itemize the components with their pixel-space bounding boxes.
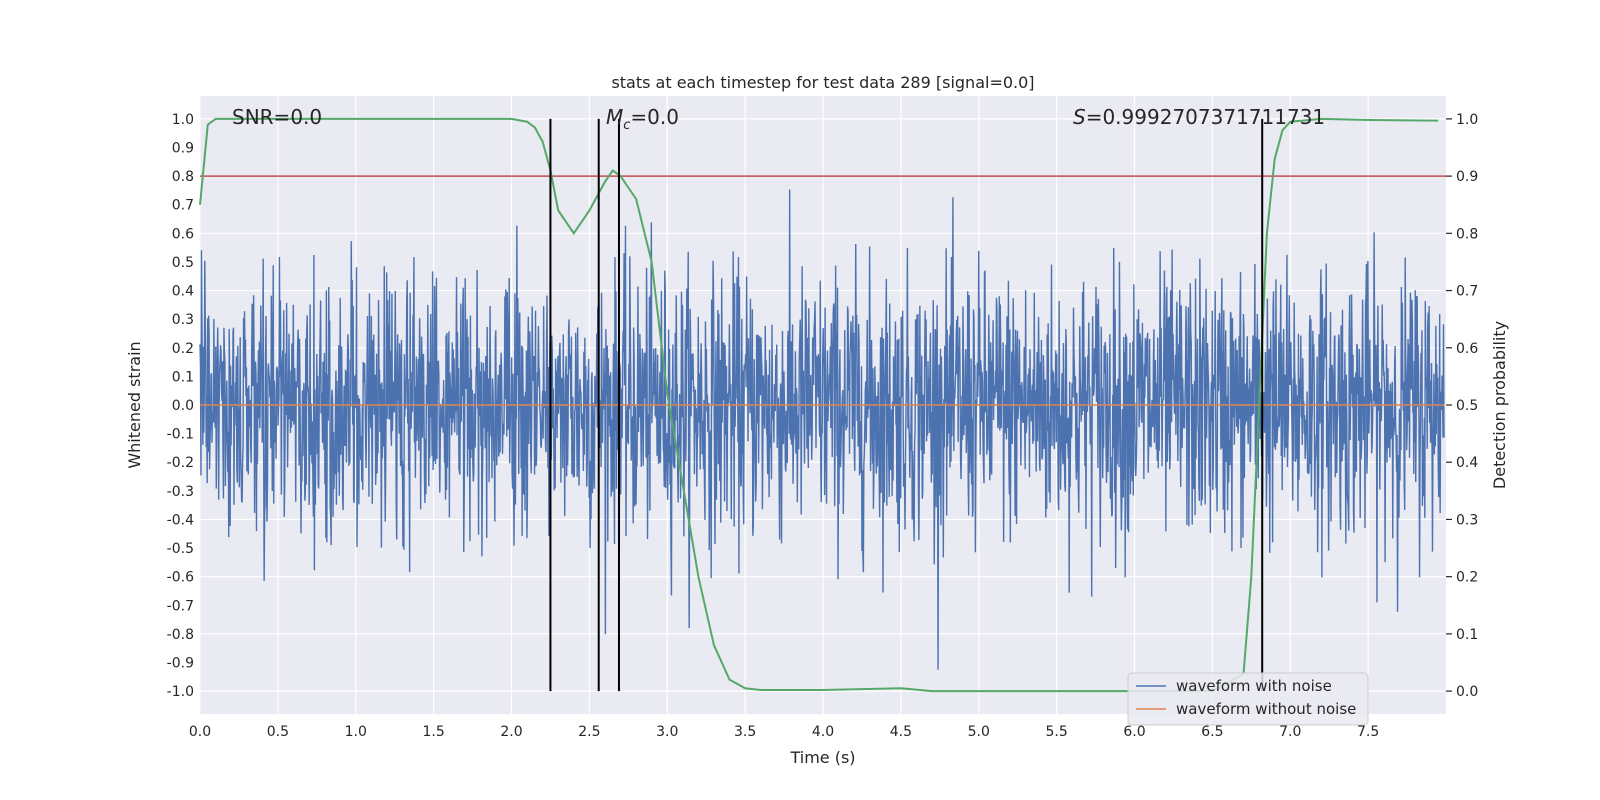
legend-clean-label: waveform without noise — [1176, 700, 1356, 718]
x-tick-label: 2.0 — [500, 724, 522, 740]
legend-box — [1127, 672, 1369, 726]
left-y-tick-label: -0.6 — [167, 570, 194, 586]
vertical-markers — [549, 118, 1264, 692]
left-y-tick-label: 1.0 — [172, 112, 194, 128]
x-tick-label: 0.0 — [189, 724, 211, 740]
x-tick-label: 4.5 — [890, 724, 912, 740]
x-axis-ticks: 0.0 0.5 1.0 1.5 2.0 2.5 3.0 3.5 4.0 4.5 5.0 5.5 6.0 6… — [189, 724, 1379, 740]
x-tick-label: 6.5 — [1201, 724, 1223, 740]
left-y-tick-label: -0.5 — [167, 541, 194, 557]
left-y-tick-label: 0.6 — [172, 226, 194, 242]
left-y-axis-ticks: 1.0 0.9 0.8 0.7 0.6 0.5 0.4 0.3 0.2 0.1 0.0 -0.1 -0.… — [167, 112, 194, 700]
right-y-axis-ticks: 1.0 0.9 0.8 0.7 0.6 0.5 0.4 0.3 0.2 0.1 0.0 — [1446, 112, 1478, 700]
left-y-tick-label: 0.9 — [172, 141, 194, 157]
left-y-tick-label: 0.2 — [172, 341, 194, 357]
x-tick-label: 1.0 — [345, 724, 367, 740]
x-tick-label: 3.0 — [656, 724, 678, 740]
legend-noise-label: waveform with noise — [1176, 677, 1332, 695]
left-y-tick-label: -0.7 — [167, 598, 194, 614]
left-y-tick-label: -0.1 — [167, 427, 194, 443]
x-tick-label: 6.0 — [1123, 724, 1145, 740]
left-y-tick-label: 0.8 — [172, 169, 194, 185]
right-y-tick-label: 1.0 — [1456, 112, 1478, 128]
left-y-tick-label: 0.7 — [172, 198, 194, 214]
score-annotation: S=0.9992707371711731 — [1073, 105, 1325, 129]
right-y-tick-label: 0.7 — [1456, 284, 1478, 300]
left-y-tick-label: -0.3 — [167, 484, 194, 500]
left-y-tick-label: -0.2 — [167, 455, 194, 471]
x-tick-label: 1.5 — [422, 724, 444, 740]
left-y-tick-label: 0.0 — [172, 398, 194, 414]
right-y-tick-label: 0.1 — [1456, 627, 1478, 643]
x-tick-label: 7.0 — [1279, 724, 1301, 740]
x-tick-label: 0.5 — [267, 724, 289, 740]
left-y-axis-label: Whitened strain — [125, 341, 144, 468]
right-y-tick-label: 0.9 — [1456, 169, 1478, 185]
left-y-tick-label: -0.9 — [167, 656, 194, 672]
x-tick-label: 2.5 — [578, 724, 600, 740]
right-y-axis-label: Detection probability — [1490, 321, 1509, 489]
probability-line — [199, 117, 1439, 693]
x-axis-label: Time (s) — [789, 748, 855, 767]
left-y-tick-label: 0.5 — [172, 255, 194, 271]
x-tick-label: 7.5 — [1357, 724, 1379, 740]
chart-title: stats at each timestep for test data 289… — [611, 73, 1034, 92]
legend: waveform with noise waveform without noi… — [1127, 672, 1369, 726]
right-y-tick-label: 0.8 — [1456, 226, 1478, 242]
x-tick-label: 5.0 — [968, 724, 990, 740]
left-y-tick-label: -0.4 — [167, 512, 194, 528]
noise-waveform-line — [199, 189, 1445, 670]
right-y-tick-label: 0.2 — [1456, 570, 1478, 586]
right-y-tick-label: 0.3 — [1456, 512, 1478, 528]
noise-waveform-series — [199, 189, 1445, 670]
right-y-tick-label: 0.4 — [1456, 455, 1478, 471]
left-y-tick-label: 0.4 — [172, 284, 194, 300]
right-y-tick-label: 0.0 — [1456, 684, 1478, 700]
x-tick-label: 4.0 — [812, 724, 834, 740]
chirp-mass-annotation: Mc=0.0 — [606, 105, 679, 133]
x-tick-label: 3.5 — [734, 724, 756, 740]
x-tick-label: 5.5 — [1045, 724, 1067, 740]
snr-annotation: SNR=0.0 — [232, 105, 322, 129]
left-y-tick-label: -0.8 — [167, 627, 194, 643]
right-y-tick-label: 0.5 — [1456, 398, 1478, 414]
probability-series — [199, 117, 1439, 693]
left-y-tick-label: -1.0 — [167, 684, 194, 700]
right-y-tick-label: 0.6 — [1456, 341, 1478, 357]
left-y-tick-label: 0.3 — [172, 312, 194, 328]
left-y-tick-label: 0.1 — [172, 369, 194, 385]
